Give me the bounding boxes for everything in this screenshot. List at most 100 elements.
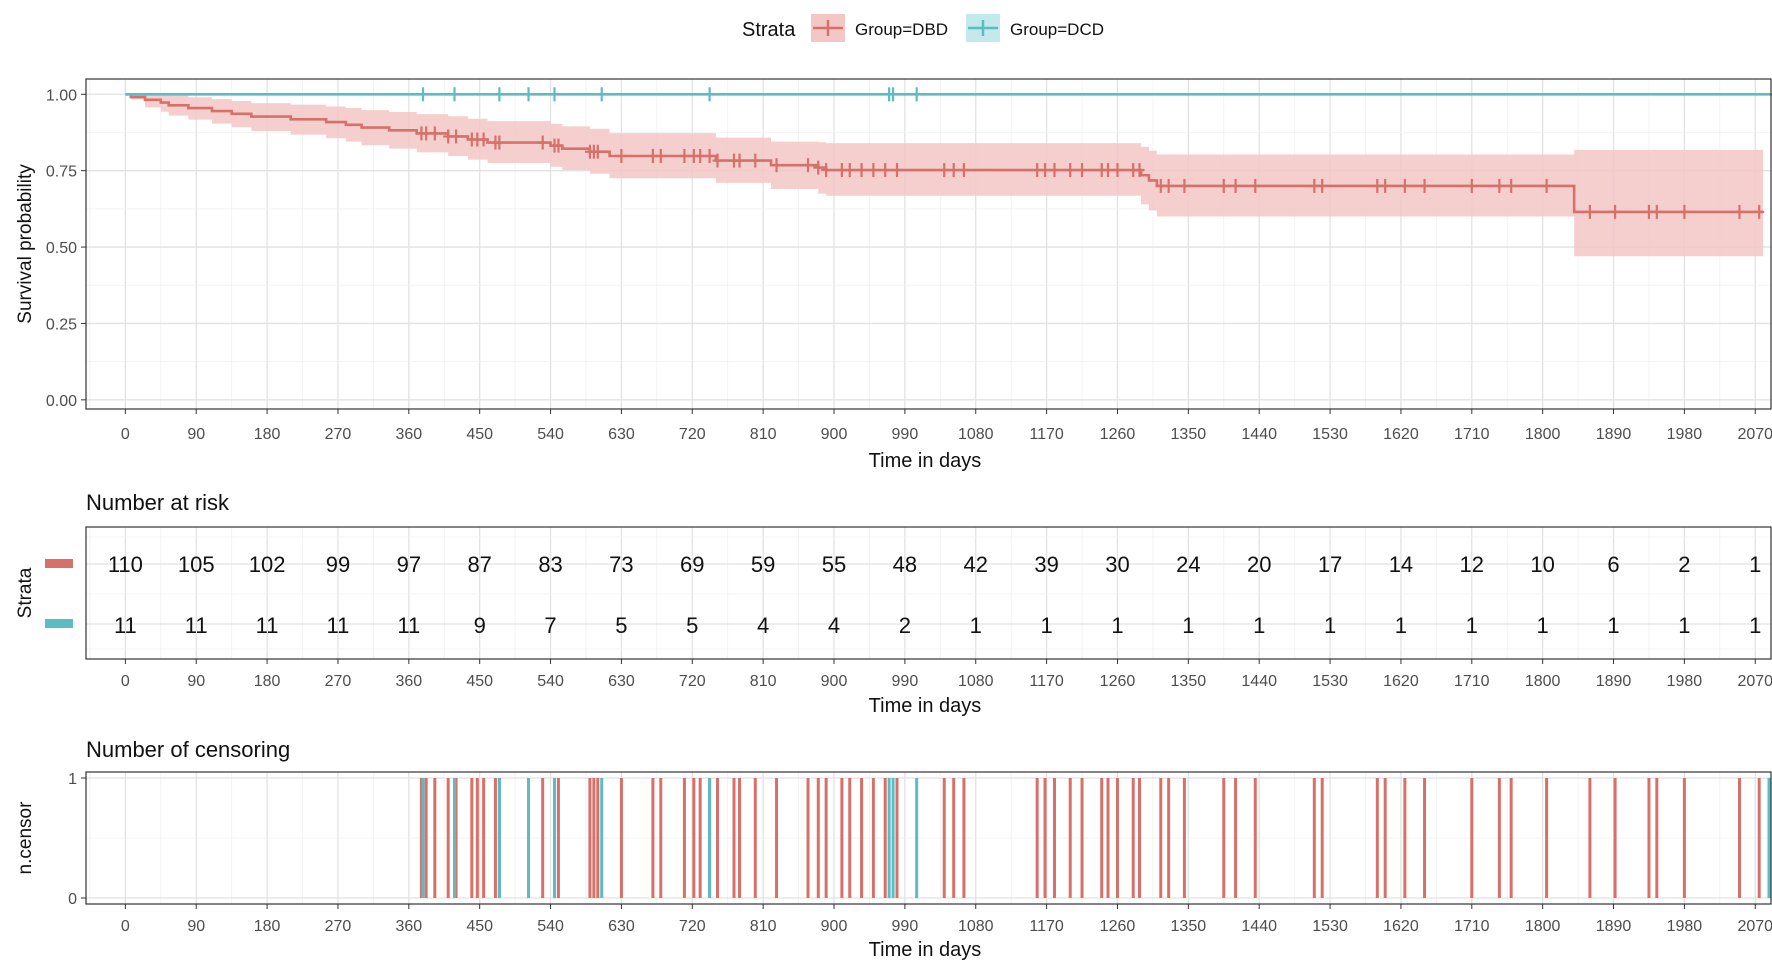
survival-y-tick-label: 0.00: [46, 393, 77, 410]
risk-count-dcd: 1: [1253, 613, 1265, 638]
censor-bar-dbd: [1106, 778, 1110, 898]
censor-bar-dcd: [600, 778, 604, 898]
censor-bar-dbd: [1757, 778, 1761, 898]
survival-x-tick-label: 810: [750, 426, 777, 443]
censor-bar-dbd: [1182, 778, 1186, 898]
censoring-bars: [419, 778, 1771, 898]
censoring-panel: Number of censoring 01 0 90 180 270 360 450 54…: [15, 737, 1772, 961]
risk-count-dbd: 39: [1034, 552, 1058, 577]
risk-table-x-tick-label: 900: [821, 673, 848, 690]
censor-bar-dbd: [1588, 778, 1592, 898]
risk-count-dbd: 1: [1749, 552, 1761, 577]
risk-count-dcd: 5: [686, 613, 698, 638]
censor-bar-dbd: [475, 778, 479, 898]
censoring-y-axis-title: n.censor: [15, 801, 36, 875]
censor-bar-dbd: [715, 778, 719, 898]
censor-bar-dbd: [1545, 778, 1549, 898]
survival-x-tick-label: 990: [892, 426, 919, 443]
censoring-x-tick-label: 1800: [1525, 918, 1561, 935]
risk-count-dbd: 105: [178, 552, 215, 577]
survival-x-tick-label: 180: [254, 426, 281, 443]
survival-grid: [86, 79, 1771, 409]
censoring-x-tick-label: 1530: [1312, 918, 1348, 935]
risk-table-x-tick-label: 1080: [958, 673, 994, 690]
survival-x-tick-label: 720: [679, 426, 706, 443]
censor-bar-dbd: [651, 778, 655, 898]
censoring-x-tick-label: 1260: [1100, 918, 1136, 935]
censor-bar-dbd: [1035, 778, 1039, 898]
censor-bar-dbd: [1234, 778, 1238, 898]
censor-bar-dcd: [421, 778, 425, 898]
censor-bar-dbd: [1383, 778, 1387, 898]
censor-bar-dcd: [891, 778, 895, 898]
censor-bar-dbd: [738, 778, 742, 898]
risk-table-x-tick-label: 450: [466, 673, 493, 690]
censoring-x-tick-label: 1620: [1383, 918, 1419, 935]
censor-bar-dbd: [556, 778, 560, 898]
survival-x-tick-label: 900: [821, 426, 848, 443]
risk-count-dcd: 1: [970, 613, 982, 638]
risk-table-x-tick-label: 810: [750, 673, 777, 690]
risk-count-dcd: 1: [1111, 613, 1123, 638]
risk-count-dcd: 5: [615, 613, 627, 638]
risk-table-x-tick-label: 630: [608, 673, 635, 690]
risk-table-title: Number at risk: [86, 490, 230, 515]
risk-count-dbd: 99: [326, 552, 350, 577]
censoring-x-axis-title: Time in days: [869, 939, 982, 961]
censor-bar-dbd: [1222, 778, 1226, 898]
risk-table-x-axis-title: Time in days: [869, 695, 982, 717]
censor-bar-dbd: [1131, 778, 1135, 898]
censor-bar-dbd: [1068, 778, 1072, 898]
censor-bar-dbd: [541, 778, 545, 898]
risk-count-dbd: 6: [1607, 552, 1619, 577]
legend-label-dbd: Group=DBD: [855, 20, 948, 39]
survival-x-tick-label: 540: [537, 426, 564, 443]
legend: Strata Group=DBD Group=DCD: [742, 14, 1104, 42]
censoring-x-tick-label: 810: [750, 918, 777, 935]
risk-table-x-tick-label: 540: [537, 673, 564, 690]
censor-bar-dbd: [433, 778, 437, 898]
risk-count-dbd: 48: [893, 552, 917, 577]
risk-count-dcd: 11: [185, 613, 208, 638]
censor-bar-dbd: [592, 778, 596, 898]
censoring-x-tick-label: 1890: [1596, 918, 1632, 935]
censor-bar-dbd: [493, 778, 497, 898]
risk-table-x-tick-label: 0: [121, 673, 130, 690]
risk-strata-key-dcd: [45, 619, 73, 628]
censor-bar-dbd: [419, 778, 423, 898]
censor-bar-dbd: [732, 778, 736, 898]
censoring-x-tick-label: 450: [466, 918, 493, 935]
risk-table-x-tick-label: 1170: [1029, 673, 1064, 690]
risk-count-dcd: 1: [1607, 613, 1619, 638]
censor-bar-dbd: [840, 778, 844, 898]
censor-bar-dbd: [1423, 778, 1427, 898]
censor-bar-dbd: [446, 778, 450, 898]
censoring-x-tick-label: 900: [821, 918, 848, 935]
survival-y-axis-title: Survival probability: [15, 164, 36, 324]
survival-x-axis-title: Time in days: [869, 450, 982, 472]
risk-count-dbd: 102: [249, 552, 286, 577]
censor-bar-dbd: [682, 778, 686, 898]
censoring-panel-border: [85, 771, 1772, 905]
censor-bar-dbd: [848, 778, 852, 898]
censoring-x-tick-label: 360: [395, 918, 422, 935]
censor-bar-dbd: [596, 778, 600, 898]
censor-bar-dbd: [1497, 778, 1501, 898]
risk-count-dcd: 11: [256, 613, 279, 638]
censoring-x-tick-label: 720: [679, 918, 706, 935]
legend-label-dcd: Group=DCD: [1010, 20, 1104, 39]
risk-count-dcd: 4: [828, 613, 840, 638]
risk-table-grid: [86, 527, 1771, 659]
survival-y-tick-label: 0.25: [46, 316, 77, 333]
risk-count-dbd: 12: [1460, 552, 1484, 577]
risk-count-dcd: 9: [474, 613, 486, 638]
censor-bar-dcd: [915, 778, 919, 898]
censor-bar-dbd: [1253, 778, 1257, 898]
risk-count-dcd: 11: [327, 613, 350, 638]
risk-table-x-tick-label: 1890: [1596, 673, 1632, 690]
risk-count-dbd: 2: [1678, 552, 1690, 577]
censor-bar-dbd: [698, 778, 702, 898]
risk-strata-key-dbd: [45, 559, 73, 568]
censor-bar-dbd: [1100, 778, 1104, 898]
